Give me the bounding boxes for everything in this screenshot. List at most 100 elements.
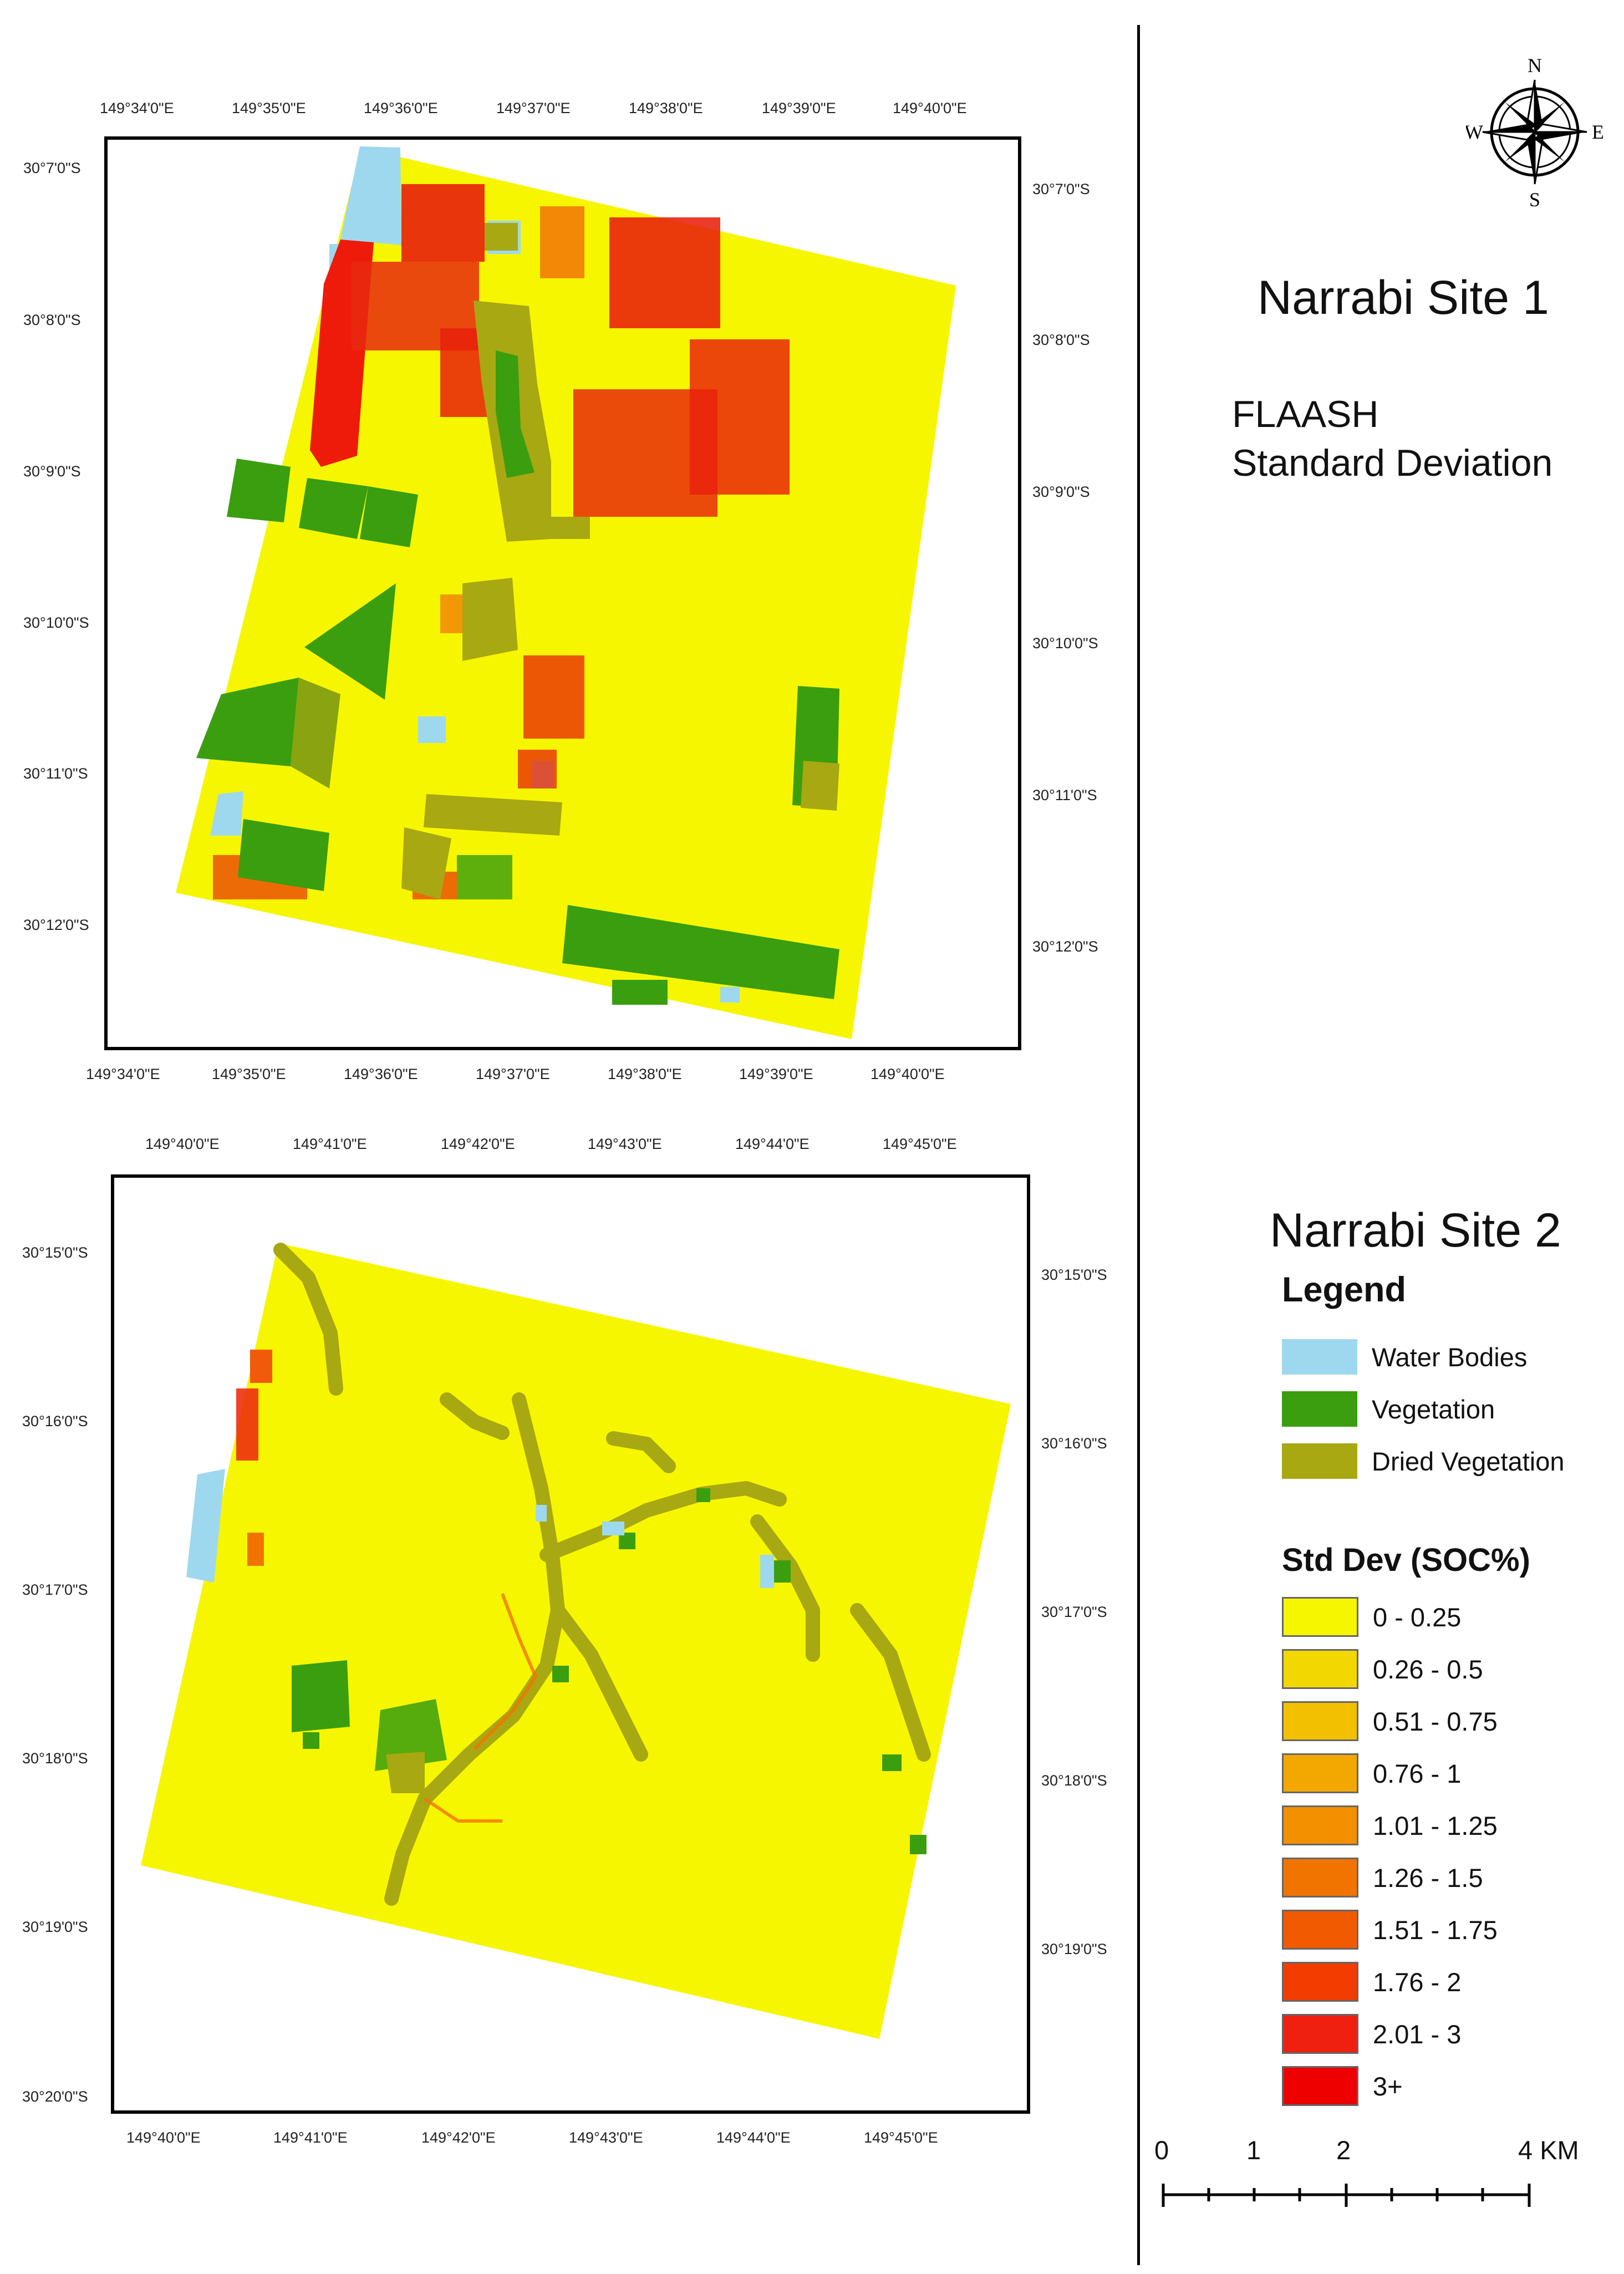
compass-n: N	[1528, 55, 1542, 77]
site2-top-tick: 149°45'0"E	[883, 1136, 957, 1152]
site1-top-tick: 149°38'0"E	[629, 100, 703, 116]
site2-left-tick: 30°15'0"S	[22, 1244, 88, 1261]
stddev-swatch	[1282, 2066, 1358, 2106]
scale-bar: 0 1 2 4 KM	[1148, 2135, 1602, 2218]
site1-right-tick: 30°12'0"S	[1032, 938, 1098, 955]
scale-label-2: 2	[1336, 2135, 1351, 2165]
site1-left-tick: 30°8'0"S	[23, 312, 81, 328]
site2-top-tick: 149°44'0"E	[735, 1136, 810, 1152]
subtitle-line2: Standard Deviation	[1232, 442, 1553, 484]
stddev-row: 2.01 - 3	[1282, 2014, 1461, 2054]
site1-top-tick: 149°36'0"E	[364, 100, 438, 116]
site2-top-tick: 149°40'0"E	[145, 1136, 220, 1152]
site2-left-tick: 30°18'0"S	[22, 1750, 88, 1767]
legend-label: Water Bodies	[1372, 1342, 1528, 1372]
site1-bottom-tick: 149°34'0"E	[86, 1066, 160, 1082]
site2-bottom-tick: 149°41'0"E	[273, 2129, 348, 2146]
legend-swatch	[1282, 1339, 1357, 1375]
site1-top-tick: 149°35'0"E	[232, 100, 306, 116]
stddev-row: 0 - 0.25	[1282, 1597, 1461, 1637]
site2-title: Narrabi Site 2	[1270, 1204, 1561, 1257]
site1-left-tick: 30°12'0"S	[23, 917, 89, 933]
stddev-swatch	[1282, 1910, 1358, 1950]
stddev-label: 1.76 - 2	[1373, 1967, 1462, 1997]
site1-left-tick: 30°10'0"S	[23, 614, 89, 631]
site2-top-tick: 149°43'0"E	[588, 1136, 662, 1152]
stddev-swatch	[1282, 1962, 1358, 2002]
site1-right-tick: 30°7'0"S	[1032, 181, 1090, 197]
stddev-swatch	[1282, 1649, 1358, 1689]
site2-left-tick: 30°19'0"S	[22, 1919, 88, 1935]
stddev-swatch	[1282, 1597, 1358, 1637]
site2-right-tick: 30°15'0"S	[1041, 1266, 1107, 1283]
site2-bottom-tick: 149°44'0"E	[716, 2129, 791, 2146]
site1-left-tick: 30°9'0"S	[23, 463, 81, 480]
site2-bottom-tick: 149°40'0"E	[126, 2129, 201, 2146]
stddev-row: 1.51 - 1.75	[1282, 1910, 1498, 1950]
stddev-swatch	[1282, 1701, 1358, 1741]
site1-right-tick: 30°10'0"S	[1032, 635, 1098, 652]
site2-bottom-tick: 149°42'0"E	[421, 2129, 496, 2146]
site1-bottom-tick: 149°35'0"E	[212, 1066, 286, 1082]
legend-swatch	[1282, 1391, 1357, 1427]
scale-label-1: 1	[1246, 2135, 1261, 2165]
site1-map-frame[interactable]	[104, 136, 1021, 1050]
stddev-row: 1.26 - 1.5	[1282, 1858, 1483, 1897]
stddev-row: 1.01 - 1.25	[1282, 1805, 1498, 1845]
stddev-row: 0.26 - 0.5	[1282, 1649, 1483, 1689]
legend-title: Legend	[1282, 1270, 1407, 1309]
legend-class-row: Vegetation	[1282, 1390, 1495, 1428]
site1-bottom-tick: 149°38'0"E	[608, 1066, 682, 1082]
stddev-row: 3+	[1282, 2066, 1403, 2106]
vertical-divider	[1137, 25, 1140, 2265]
site1-left-tick: 30°11'0"S	[23, 765, 88, 782]
site1-top-tick: 149°34'0"E	[100, 100, 174, 116]
stddev-label: 2.01 - 3	[1373, 2019, 1462, 2049]
scale-bar-line	[1162, 2184, 1531, 2207]
legend-swatch	[1282, 1443, 1357, 1479]
site1-right-tick: 30°8'0"S	[1032, 332, 1090, 348]
compass-e: E	[1592, 121, 1604, 143]
stddev-label: 1.26 - 1.5	[1373, 1863, 1483, 1893]
site2-right-tick: 30°17'0"S	[1041, 1604, 1107, 1620]
stddev-label: 1.51 - 1.75	[1373, 1915, 1498, 1945]
site2-right-tick: 30°18'0"S	[1041, 1772, 1107, 1789]
site1-right-tick: 30°9'0"S	[1032, 484, 1090, 500]
stddev-label: 3+	[1373, 2071, 1403, 2101]
site1-top-tick: 149°40'0"E	[893, 100, 967, 116]
stddev-row: 0.51 - 0.75	[1282, 1701, 1498, 1741]
stddev-label: 0.51 - 0.75	[1373, 1706, 1498, 1736]
stddev-row: 1.76 - 2	[1282, 1962, 1461, 2002]
scale-label-4km: 4 KM	[1518, 2135, 1579, 2165]
site1-top-tick: 149°37'0"E	[496, 100, 571, 116]
site1-top-tick: 149°39'0"E	[762, 100, 836, 116]
site1-bottom-tick: 149°37'0"E	[476, 1066, 550, 1082]
site2-top-tick: 149°42'0"E	[441, 1136, 515, 1152]
site2-bottom-tick: 149°43'0"E	[569, 2129, 643, 2146]
subtitle-line1: FLAASH	[1232, 393, 1379, 435]
stddev-swatch	[1282, 1858, 1358, 1897]
site1-bottom-tick: 149°36'0"E	[344, 1066, 418, 1082]
site2-map-frame[interactable]	[111, 1174, 1030, 2114]
legend-class-row: Water Bodies	[1282, 1337, 1527, 1376]
site2-top-tick: 149°41'0"E	[293, 1136, 367, 1152]
site2-left-tick: 30°17'0"S	[22, 1581, 88, 1598]
site2-right-tick: 30°19'0"S	[1041, 1941, 1107, 1957]
scale-label-0: 0	[1154, 2135, 1169, 2165]
site2-bottom-tick: 149°45'0"E	[864, 2129, 938, 2146]
site2-raster	[141, 1243, 1011, 2039]
compass-s: S	[1529, 189, 1540, 211]
stddev-swatch	[1282, 1805, 1358, 1845]
site1-left-tick: 30°7'0"S	[23, 160, 81, 176]
site1-raster	[176, 146, 956, 1039]
compass-rose-icon: N S W E	[1464, 54, 1605, 211]
site1-bottom-tick: 149°40'0"E	[870, 1066, 945, 1082]
stddev-label: 1.01 - 1.25	[1373, 1810, 1498, 1840]
stddev-legend-title: Std Dev (SOC%)	[1282, 1542, 1530, 1578]
stddev-swatch	[1282, 2014, 1358, 2054]
legend-label: Vegetation	[1372, 1394, 1495, 1424]
site2-left-tick: 30°20'0"S	[22, 2088, 88, 2105]
legend-class-row: Dried Vegetation	[1282, 1442, 1565, 1481]
legend-label: Dried Vegetation	[1372, 1446, 1565, 1476]
compass-w: W	[1466, 121, 1483, 143]
